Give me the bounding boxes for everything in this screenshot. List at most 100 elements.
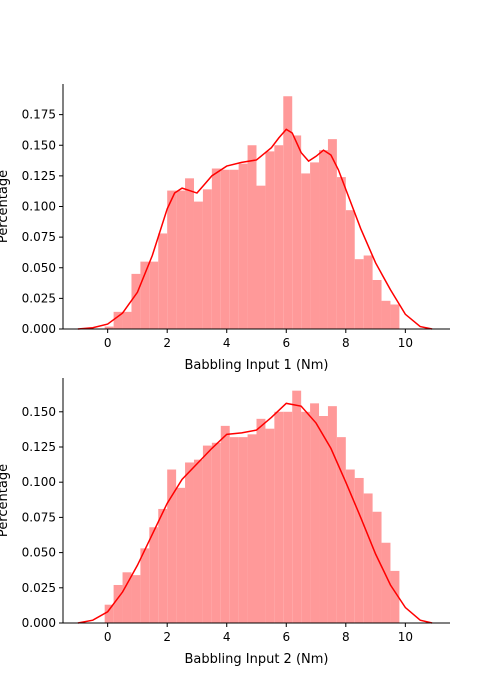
chart-2-x-tick-label: 0 [104,630,112,644]
chart-1-histogram-bar [104,326,114,329]
chart-1-x-axis-label: Babbling Input 1 (Nm) [185,358,329,373]
chart-1-histogram-bar [193,201,203,329]
chart-2-histogram-bar [354,477,364,623]
chart-2-histogram-bar [158,508,168,623]
chart-1-y-axis-label: Percentage [0,170,11,243]
chart-1-histogram-bar [140,261,150,330]
chart-2-histogram-bar [336,437,346,623]
chart-2-y-tick-label: 0.050 [22,546,56,560]
chart-2-histogram-bar [202,445,212,623]
chart-1-histogram-bar [167,190,177,329]
chart-2-kde-line [77,402,433,624]
chart-2-y-tick-label: 0.000 [22,616,56,630]
chart-2-histogram-bar [176,487,186,623]
chart-2-y-axis-label: Percentage [0,464,11,537]
chart-2-histogram-bar [229,437,239,623]
chart-2: 0 2 4 6 8 10 0.0000.0250.0500.0750.1000.1250.… [0,378,450,667]
chart-1-x-tick-label: 0 [104,336,112,350]
chart-2-histogram-bar [345,469,355,623]
chart-1-y-tick-label: 0.150 [22,138,56,152]
chart-2-x-tick-label: 8 [342,630,350,644]
chart-1-x-ticks: 0 2 4 6 8 10 [104,329,413,350]
chart-1: 0 2 4 6 8 10 0.0000.0250.0500.0750.1000.1250.… [0,84,450,373]
chart-1-histogram-bar [372,280,382,329]
chart-1-y-tick-label: 0.025 [22,291,56,305]
chart-2-histogram-bar [283,411,293,623]
chart-2-y-tick-label: 0.075 [22,510,56,524]
chart-1-histogram-bar [149,261,159,330]
chart-2-histogram-bar [363,493,373,623]
chart-1-histogram-bar [345,210,355,329]
chart-2-y-tick-label: 0.025 [22,581,56,595]
chart-1-y-tick-label: 0.075 [22,230,56,244]
chart-1-histogram-bar [327,139,337,329]
chart-2-histogram-bar [149,527,159,623]
chart-1-kde-line [77,128,433,330]
chart-1-y-tick-label: 0.175 [22,108,56,122]
chart-2-histogram-bar [381,542,391,623]
chart-1-y-tick-label: 0.100 [22,200,56,214]
chart-2-histogram-bar [274,411,284,623]
chart-1-x-tick-label: 8 [342,336,350,350]
chart-1-y-tick-label: 0.050 [22,261,56,275]
chart-2-histogram-bar [390,570,400,623]
chart-1-histogram-bar [265,151,275,329]
chart-1-histogram-bar [220,169,230,329]
chart-2-histogram-bar [256,418,266,623]
chart-1-histogram-bar [202,189,212,329]
chart-1-histogram-bar [292,135,302,329]
chart-1-x-tick-label: 6 [282,336,290,350]
chart-1-y-ticks: 0.000 0.025 0.050 0.075 0.100 0.125 0.150 0.175 [22,108,63,336]
chart-2-y-tick-label: 0.125 [22,440,56,454]
chart-2-histogram-bar [167,469,177,623]
chart-1-histogram-bar [354,259,364,329]
chart-2-y-tick-label: 0.150 [22,405,56,419]
chart-2-x-axis-label: Babbling Input 2 (Nm) [185,652,329,667]
chart-1-histogram-bar [319,150,328,329]
chart-1-histogram-bar [256,185,266,329]
chart-2-x-tick-label: 6 [282,630,290,644]
chart-2-histogram-bar [238,437,248,623]
chart-1-x-tick-label: 2 [163,336,171,350]
chart-1-histogram-bar [158,233,168,329]
chart-1-histogram-bar [310,162,320,329]
chart-2-histogram-bar [193,459,203,623]
chart-2-y-tick-label: 0.100 [22,475,56,489]
chart-1-bars [104,96,400,330]
chart-1-histogram-bar [113,311,123,329]
chart-1-histogram-bar [122,311,132,329]
chart-1-histogram-bar [211,168,221,329]
chart-1-histogram-bar [185,178,194,329]
chart-1-y-tick-label: 0.125 [22,169,56,183]
chart-1-histogram-bar [176,190,186,329]
chart-1-histogram-bar [390,304,400,329]
chart-1-histogram-bar [381,300,391,329]
chart-1-histogram-bar [247,145,257,329]
chart-2-histogram-bar [185,462,194,623]
chart-2-histogram-bar [265,428,275,623]
chart-1-histogram-bar [131,273,141,330]
chart-2-y-ticks: 0.000 0.025 0.050 0.075 0.100 0.125 0.150 [22,405,63,630]
chart-1-histogram-bar [238,163,248,330]
chart-2-histogram-bar [220,425,230,623]
chart-2-histogram-bar [372,511,382,623]
chart-1-x-tick-label: 10 [398,336,413,350]
chart-1-histogram-bar [229,169,239,329]
chart-2-histogram-bar [301,411,311,623]
chart-2-histogram-bar [292,390,302,623]
chart-2-histogram-bar [113,584,123,623]
chart-2-histogram-bar [104,604,114,623]
chart-2-x-tick-label: 10 [398,630,413,644]
chart-1-histogram-bar [363,255,373,329]
chart-2-histogram-bar [131,575,141,623]
chart-2-bars [104,390,400,623]
chart-2-x-tick-label: 4 [223,630,231,644]
chart-2-histogram-bar [247,434,257,623]
chart-1-histogram-bar [274,145,284,329]
chart-2-histogram-bar [211,442,221,623]
chart-2-histogram-bar [327,406,337,623]
chart-2-histogram-bar [319,416,328,623]
chart-1-histogram-bar [336,177,346,329]
chart-2-x-ticks: 0 2 4 6 8 10 [104,623,413,644]
